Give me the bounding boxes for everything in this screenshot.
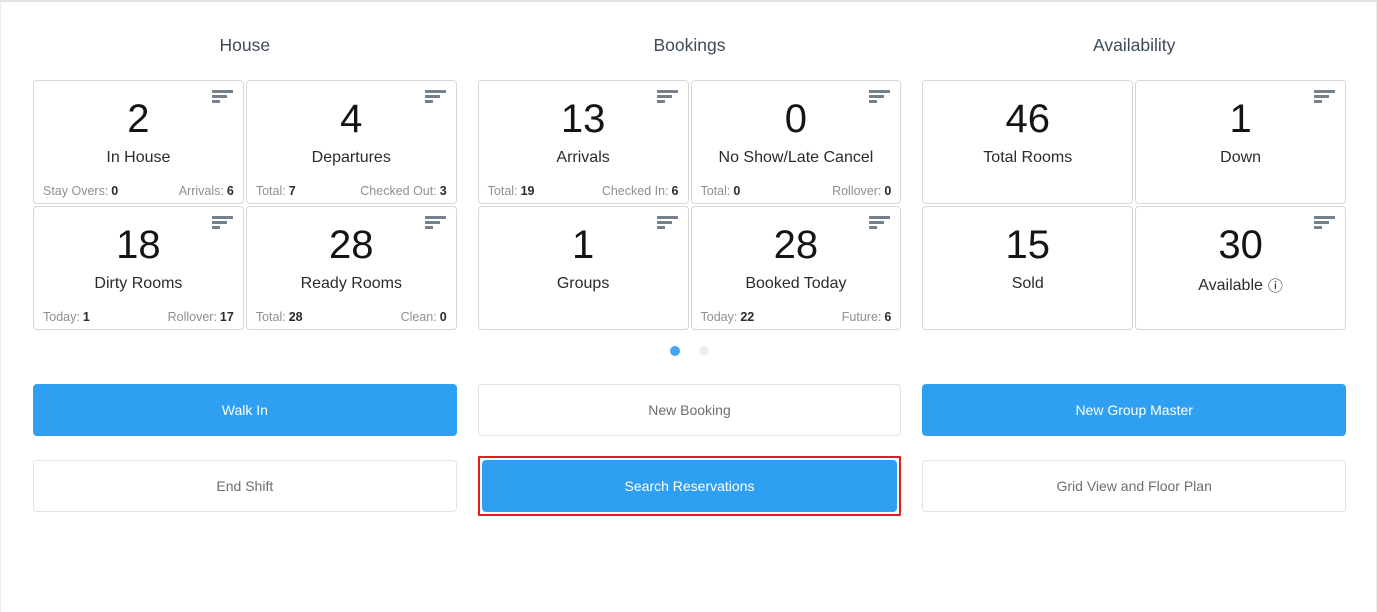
carousel-dot-inactive[interactable]: [699, 346, 709, 356]
red-highlight-box: Search Reservations: [477, 456, 902, 516]
new-group-master-button[interactable]: New Group Master: [922, 384, 1347, 436]
footer-left: Total: 28: [255, 310, 303, 324]
footer-left: Total: 0: [700, 184, 741, 198]
card-ready-rooms[interactable]: 28 Ready Rooms Total: 28 Clean: 0: [245, 206, 457, 330]
card-total-rooms[interactable]: 46 Total Rooms: [922, 80, 1134, 204]
footer-right: Clean: 0: [400, 310, 447, 324]
card-footer: Stay Overs: 0 Arrivals: 6: [43, 184, 234, 198]
availability-dots-spacer: [922, 346, 1346, 356]
search-reservations-button[interactable]: Search Reservations: [481, 460, 898, 512]
footer-left: Today: 1: [43, 310, 90, 324]
card-label: Departures: [311, 149, 391, 166]
card-footer: Today: 1 Rollover: 17: [43, 310, 234, 324]
section-house: House 2 In House Stay Overs: 0 Arrivals: 6…: [33, 2, 457, 330]
card-value: 4: [340, 97, 363, 141]
card-label: Sold: [1011, 275, 1044, 292]
section-title-bookings: Bookings: [653, 35, 726, 55]
card-value: 1: [571, 223, 595, 267]
footer-left: Total: 7: [255, 184, 296, 198]
footer-right: Future: 6: [841, 310, 892, 324]
card-label: Available ⓘ: [1198, 277, 1283, 295]
footer-left: Total: 19: [487, 184, 535, 198]
card-label: Total Rooms: [983, 149, 1073, 166]
info-icon[interactable]: ⓘ: [1267, 278, 1283, 295]
dashboard: House 2 In House Stay Overs: 0 Arrivals: 6…: [1, 2, 1376, 516]
filter-lines-icon[interactable]: [211, 216, 233, 231]
footer-right: Rollover: 17: [167, 310, 234, 324]
card-value: 1: [1229, 97, 1252, 141]
card-value: 13: [560, 97, 606, 141]
card-label: Groups: [556, 275, 610, 292]
footer-right: Arrivals: 6: [178, 184, 234, 198]
card-label: No Show/Late Cancel: [718, 149, 874, 166]
footer-left: Stay Overs: 0: [43, 184, 119, 198]
footer-right: Checked In: 6: [601, 184, 679, 198]
section-bookings: Bookings 13 Arrivals Total: 19 Checked In…: [477, 2, 902, 330]
card-label: Booked Today: [745, 275, 847, 292]
card-sold[interactable]: 15 Sold: [922, 206, 1134, 330]
card-arrivals[interactable]: 13 Arrivals Total: 19 Checked In: 6: [477, 80, 689, 204]
card-in-house[interactable]: 2 In House Stay Overs: 0 Arrivals: 6: [33, 80, 244, 204]
walk-in-button[interactable]: Walk In: [33, 384, 457, 436]
card-departures[interactable]: 4 Departures Total: 7 Checked Out: 3: [245, 80, 457, 204]
card-value: 0: [784, 97, 808, 141]
card-value: 18: [116, 223, 161, 267]
bookings-card-grid: 13 Arrivals Total: 19 Checked In: 6 0 No S…: [477, 80, 902, 330]
card-footer: Total: 19 Checked In: 6: [488, 184, 679, 198]
card-label: Arrivals: [556, 149, 610, 166]
card-value: 15: [1005, 223, 1051, 267]
card-dirty-rooms[interactable]: 18 Dirty Rooms Today: 1 Rollover: 17: [33, 206, 244, 330]
card-label: Ready Rooms: [300, 275, 402, 292]
card-label: Down: [1220, 149, 1262, 166]
house-dots-spacer: [33, 346, 457, 356]
carousel-dot-active[interactable]: [670, 346, 680, 356]
filter-lines-icon[interactable]: [424, 90, 446, 105]
availability-card-grid: 46 Total Rooms 1 Down 15 Sold 30 Availab…: [922, 80, 1347, 330]
filter-lines-icon[interactable]: [656, 216, 678, 231]
card-footer: Total: 7 Checked Out: 3: [256, 184, 447, 198]
section-title-house: House: [219, 35, 271, 55]
filter-lines-icon[interactable]: [1314, 90, 1336, 105]
card-value: 46: [1005, 97, 1051, 141]
section-title-availability: Availability: [1093, 35, 1176, 55]
card-label: In House: [106, 149, 171, 166]
new-booking-button[interactable]: New Booking: [477, 384, 902, 436]
filter-lines-icon[interactable]: [869, 216, 891, 231]
filter-lines-icon[interactable]: [1314, 216, 1336, 231]
card-down[interactable]: 1 Down: [1135, 80, 1347, 204]
filter-lines-icon[interactable]: [424, 216, 446, 231]
card-value: 28: [773, 223, 819, 267]
filter-lines-icon[interactable]: [656, 90, 678, 105]
footer-right: Checked Out: 3: [360, 184, 447, 198]
card-footer: Total: 0 Rollover: 0: [701, 184, 892, 198]
grid-view-floor-plan-button[interactable]: Grid View and Floor Plan: [922, 460, 1347, 512]
card-booked-today[interactable]: 28 Booked Today Today: 22 Future: 6: [690, 206, 902, 330]
card-value: 30: [1218, 223, 1263, 267]
footer-right: Rollover: 0: [832, 184, 892, 198]
card-footer: Today: 22 Future: 6: [701, 310, 892, 324]
card-value: 28: [329, 223, 374, 267]
card-footer: Total: 28 Clean: 0: [256, 310, 447, 324]
footer-left: Today: 22: [700, 310, 755, 324]
card-groups[interactable]: 1 Groups: [477, 206, 689, 330]
filter-lines-icon[interactable]: [211, 90, 233, 105]
card-label: Dirty Rooms: [94, 275, 183, 292]
card-value: 2: [127, 97, 150, 141]
filter-lines-icon[interactable]: [869, 90, 891, 105]
end-shift-button[interactable]: End Shift: [33, 460, 457, 512]
section-availability: Availability 46 Total Rooms 1 Down 15 So…: [922, 2, 1347, 330]
house-card-grid: 2 In House Stay Overs: 0 Arrivals: 6 4 Dep…: [33, 80, 457, 330]
card-no-show-late-cancel[interactable]: 0 No Show/Late Cancel Total: 0 Rollover: 0: [690, 80, 902, 204]
card-available[interactable]: 30 Available ⓘ: [1135, 206, 1347, 330]
bookings-pagination: [478, 346, 902, 356]
